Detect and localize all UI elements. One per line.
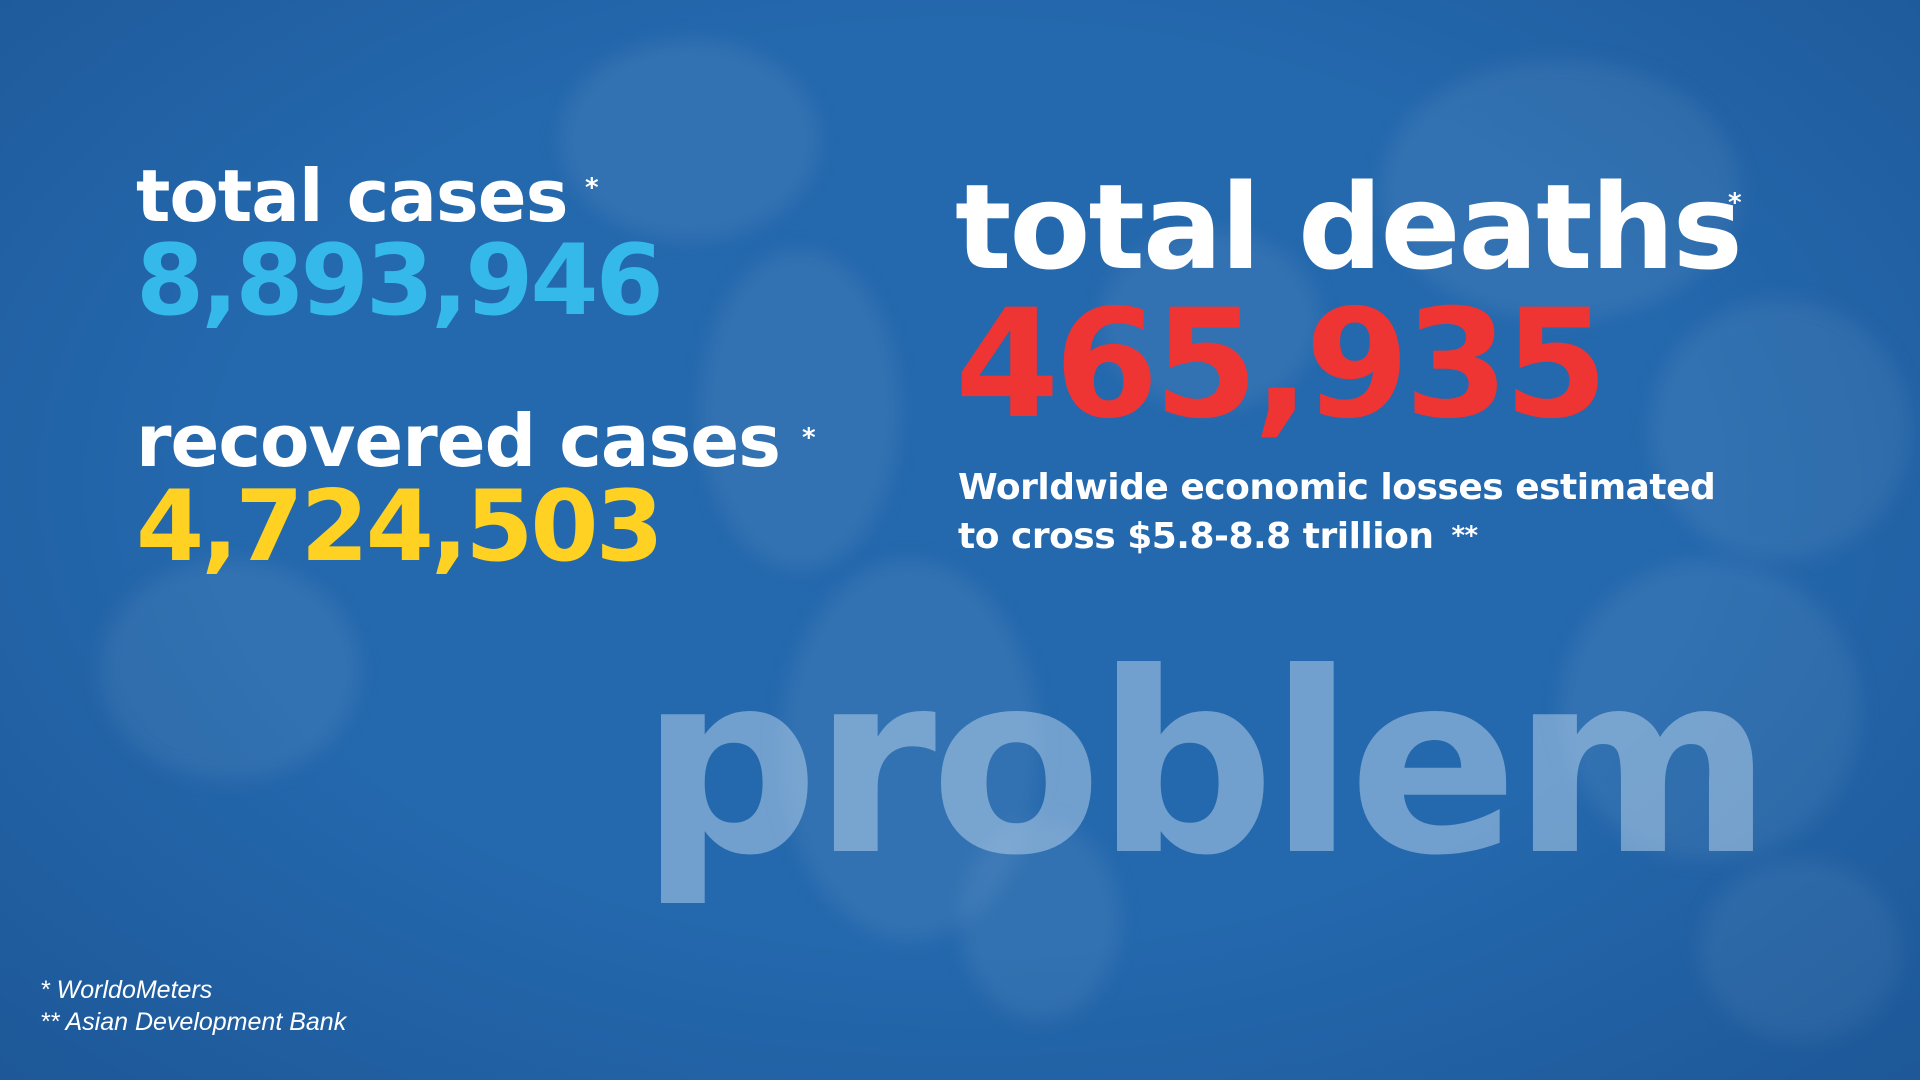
- economic-losses-line2: to cross $5.8-8.8 trillion **: [958, 512, 1715, 561]
- sources-footnote: * WorldoMeters ** Asian Development Bank: [40, 974, 346, 1038]
- economic-losses-footnote-marker: **: [1451, 521, 1478, 551]
- total-deaths-footnote-marker: *: [1728, 188, 1742, 218]
- source-asian-development-bank: ** Asian Development Bank: [40, 1008, 347, 1036]
- recovered-cases-label: recovered cases: [136, 399, 781, 483]
- problem-watermark: problem: [640, 619, 1773, 910]
- total-deaths-label: total deaths: [955, 158, 1743, 296]
- source-worldometers: * WorldoMeters: [40, 976, 213, 1004]
- total-cases-footnote-marker: *: [585, 173, 599, 203]
- recovered-cases-footnote-marker: *: [802, 423, 816, 453]
- total-deaths-value: 465,935: [955, 278, 1608, 452]
- economic-losses-line1: Worldwide economic losses estimated: [958, 467, 1716, 508]
- total-cases-label: total cases: [136, 154, 568, 238]
- total-cases-value: 8,893,946: [136, 224, 664, 338]
- economic-losses-text: Worldwide economic losses estimated to c…: [958, 463, 1716, 561]
- recovered-cases-value: 4,724,503: [136, 470, 664, 584]
- economic-losses-line2-text: to cross $5.8-8.8 trillion: [958, 516, 1434, 557]
